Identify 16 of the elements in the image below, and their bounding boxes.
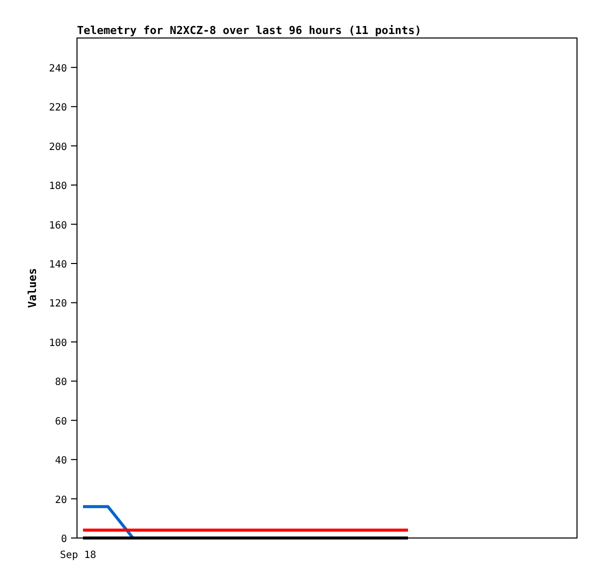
y-tick-label: 40 [54,456,67,467]
y-tick-label: 120 [48,298,67,310]
y-tick-label: 100 [48,338,67,349]
y-tick-label: 0 [60,534,67,545]
y-tick-label: 80 [54,377,67,388]
y-tick-label: 20 [54,494,67,506]
y-tick-label: 180 [48,181,67,192]
chart-title: Telemetry for N2XCZ-8 over last 96 hours (11 points) [77,24,422,37]
y-tick-label: 60 [54,416,67,428]
y-tick-label: 140 [48,259,67,270]
y-axis-title: Values [26,268,39,308]
y-tick-label: 160 [48,220,67,232]
y-tick-label: 220 [48,102,67,114]
y-tick-label: 200 [48,142,67,153]
text: Sep 18 [60,550,96,561]
y-tick-label: 240 [48,63,67,74]
